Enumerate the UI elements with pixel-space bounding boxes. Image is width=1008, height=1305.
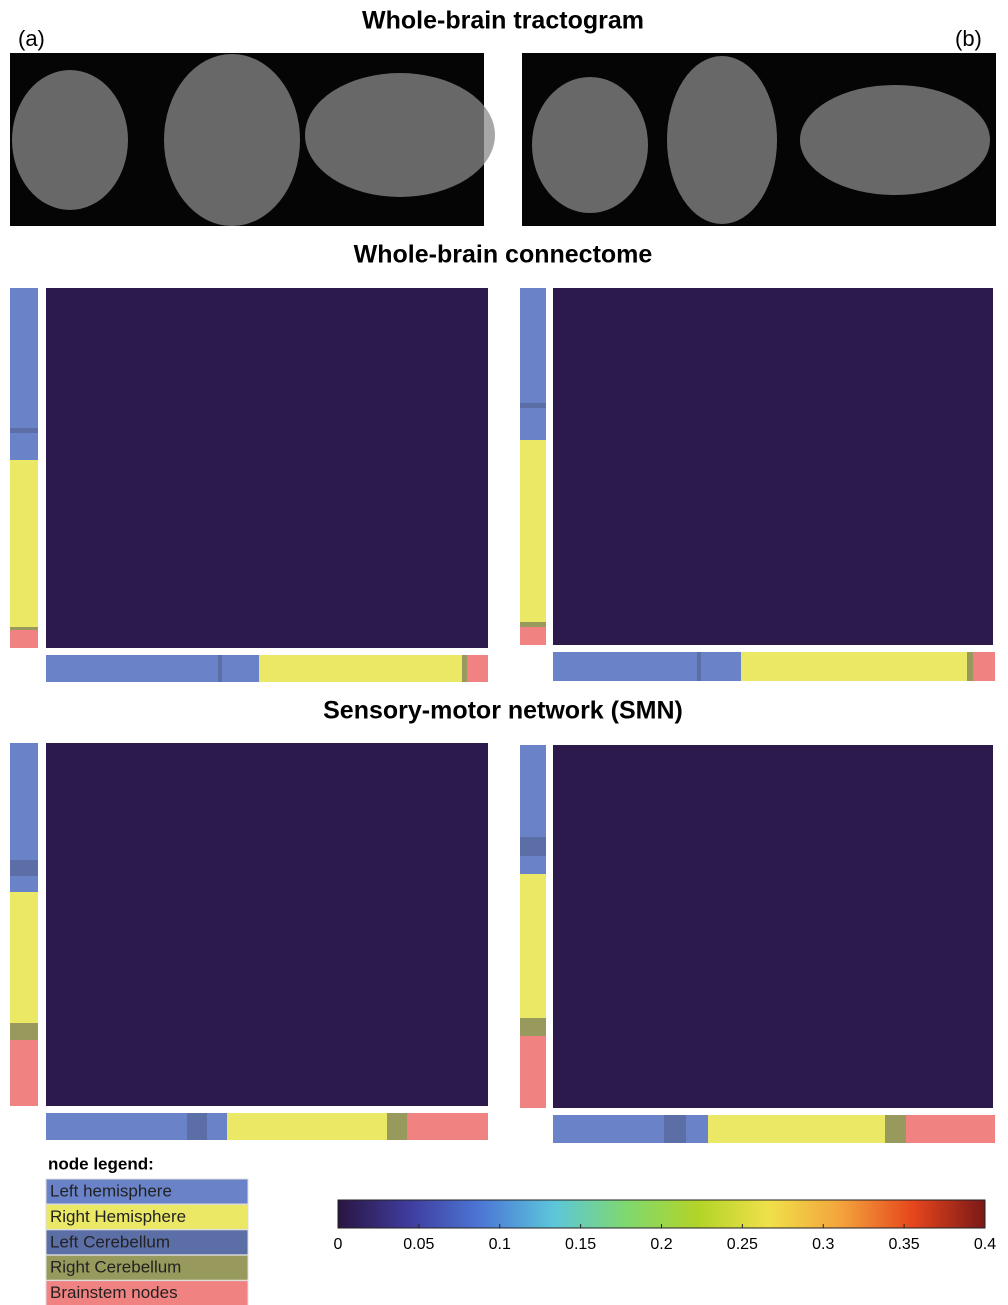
legend-label: Right Cerebellum xyxy=(50,1258,181,1277)
smn-matrix xyxy=(46,743,488,1106)
legend-label: Left hemisphere xyxy=(50,1181,172,1200)
colorbar-tick-label: 0.15 xyxy=(565,1236,596,1253)
colorbar-tick-label: 0 xyxy=(334,1236,343,1253)
colorbar-tick-label: 0.4 xyxy=(974,1236,996,1253)
legend-title: node legend: xyxy=(48,1154,154,1173)
node-legend: Left hemisphere Right Hemisphere Left Cere… xyxy=(46,1179,248,1305)
colorbar xyxy=(338,1200,985,1228)
connectome-matrix xyxy=(553,288,993,645)
section-title: Sensory-motor network (SMN) xyxy=(323,697,683,725)
colorbar-tick-label: 0.1 xyxy=(489,1236,511,1253)
section-title: Whole-brain tractogram xyxy=(362,7,644,35)
colorbar-tick-label: 0.2 xyxy=(650,1236,672,1253)
colorbar-tick-label: 0.05 xyxy=(403,1236,434,1253)
smn-matrix xyxy=(553,745,993,1108)
legend-label: Right Hemisphere xyxy=(50,1207,186,1226)
colorbar-tick-label: 0.35 xyxy=(889,1236,920,1253)
section-title: Whole-brain connectome xyxy=(354,241,653,269)
legend-label: Brainstem nodes xyxy=(50,1283,178,1302)
figure: Whole-brain tractogram (a) (b) Whole-bra… xyxy=(0,0,1008,1305)
panel-label: (a) xyxy=(18,26,45,51)
connectome-matrix xyxy=(46,288,488,648)
figure-canvas: Whole-brain tractogram (a) (b) Whole-bra… xyxy=(0,0,1008,1305)
colorbar-tick-label: 0.3 xyxy=(812,1236,834,1253)
legend-label: Left Cerebellum xyxy=(50,1232,170,1251)
panel-label: (b) xyxy=(955,26,982,51)
colorbar-tick-label: 0.25 xyxy=(727,1236,758,1253)
